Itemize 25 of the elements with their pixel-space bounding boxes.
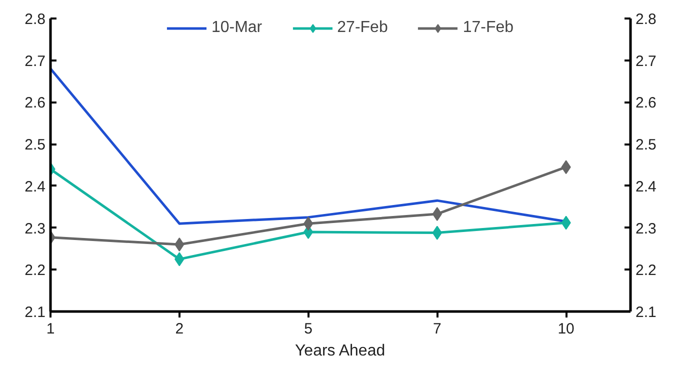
y2-tick-label: 2.1 — [636, 304, 656, 321]
y-tick-label: 2.8 — [24, 11, 46, 28]
y2-tick-label: 2.2 — [636, 262, 656, 280]
y2-tick-label: 2.6 — [636, 94, 656, 112]
x-tick-label: 7 — [432, 320, 442, 338]
y-tick-label: 2.1 — [24, 304, 46, 321]
y-tick-label: 2.2 — [24, 262, 46, 280]
legend-label: 17-Feb — [462, 19, 514, 37]
y-tick-label: 2.3 — [24, 220, 46, 238]
y2-tick-label: 2.4 — [636, 178, 656, 196]
x-tick-label: 1 — [46, 320, 55, 338]
y2-tick-label: 2.5 — [636, 136, 656, 154]
x-tick-label: 10 — [558, 320, 574, 338]
x-tick-label: 5 — [304, 320, 312, 338]
y-tick-label: 2.6 — [24, 94, 46, 112]
y2-tick-label: 2.8 — [636, 11, 656, 28]
y2-tick-label: 2.3 — [636, 220, 656, 238]
x-tick-label: 2 — [175, 320, 184, 338]
y-tick-label: 2.7 — [24, 52, 46, 70]
x-axis-title: Years Ahead — [294, 342, 386, 360]
y-tick-label: 2.4 — [24, 178, 46, 196]
y-tick-label: 2.5 — [24, 136, 46, 154]
legend-label: 27-Feb — [337, 19, 388, 37]
legend-label: 10-Mar — [211, 19, 262, 37]
y2-tick-label: 2.7 — [636, 52, 656, 70]
